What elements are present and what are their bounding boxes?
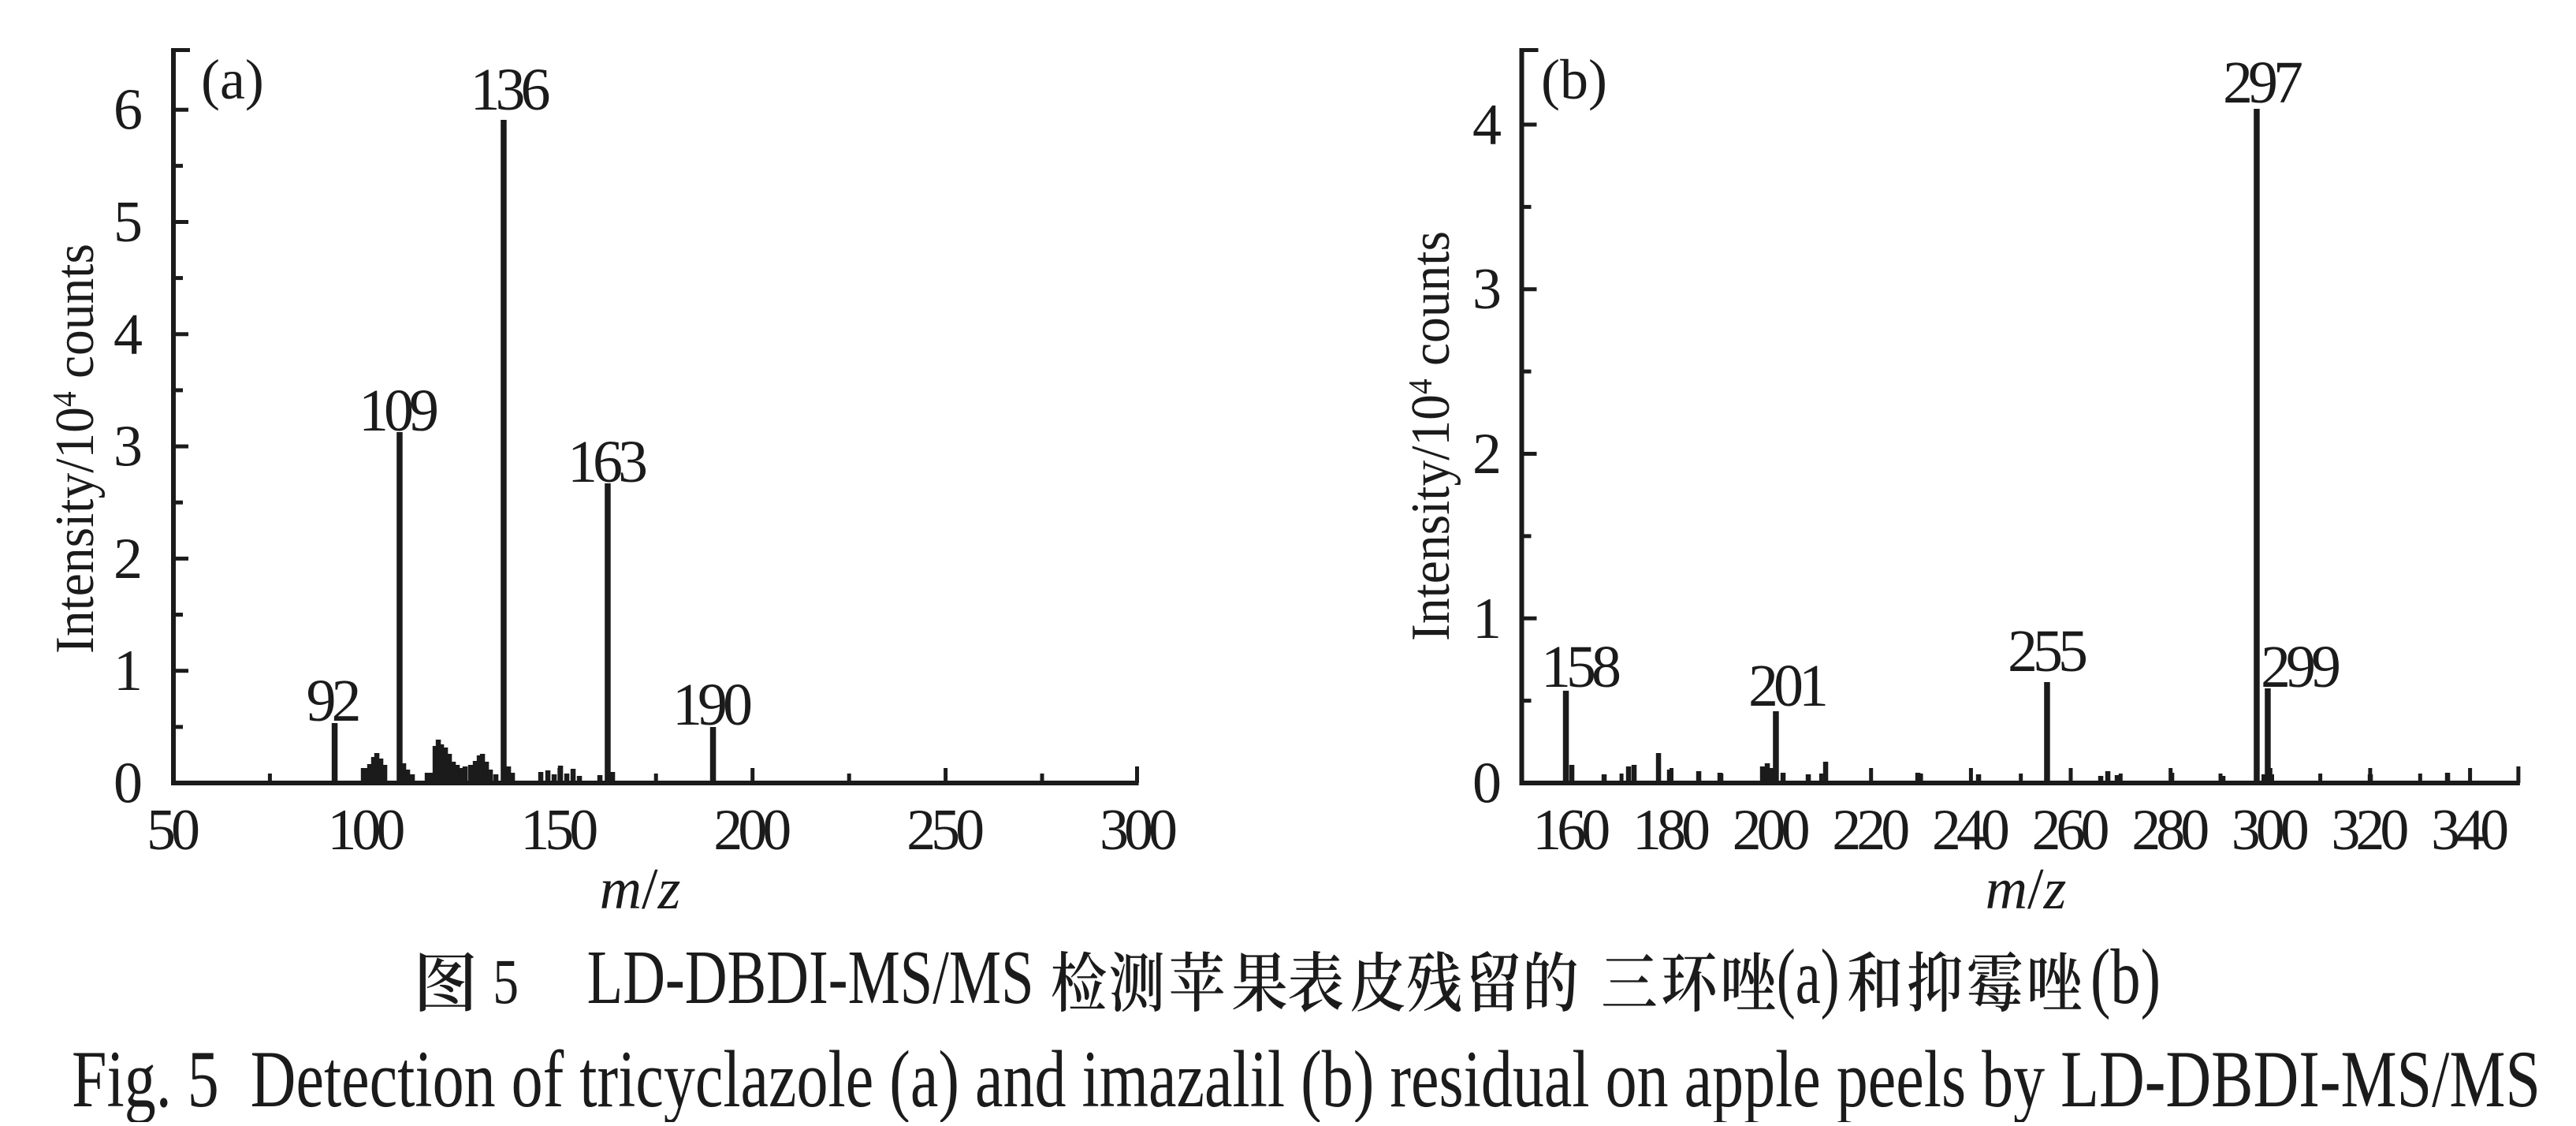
svg-text:2: 2: [114, 527, 143, 591]
svg-text:m/z: m/z: [1986, 857, 2067, 922]
svg-text:240: 240: [1932, 798, 2008, 863]
svg-text:3: 3: [1472, 257, 1502, 322]
svg-text:180: 180: [1632, 798, 1709, 863]
svg-text:4: 4: [114, 302, 143, 367]
svg-text:300: 300: [1100, 798, 1176, 863]
svg-text:1: 1: [1472, 587, 1502, 651]
svg-text:Intensity/104 counts: Intensity/104 counts: [1401, 231, 1461, 641]
svg-text:2: 2: [1472, 422, 1502, 487]
svg-text:(b): (b): [1541, 48, 1607, 111]
svg-text:320: 320: [2331, 798, 2407, 863]
svg-text:92: 92: [307, 668, 359, 734]
svg-text:109: 109: [359, 378, 437, 444]
svg-text:5: 5: [493, 946, 519, 1018]
svg-text:3: 3: [114, 415, 143, 479]
svg-text:158: 158: [1541, 634, 1620, 700]
svg-text:160: 160: [1532, 798, 1609, 863]
svg-text:250: 250: [906, 798, 983, 863]
svg-text:220: 220: [1832, 798, 1908, 863]
svg-text:Intensity/104 counts: Intensity/104 counts: [45, 244, 106, 654]
svg-text:(b): (b): [2090, 933, 2161, 1020]
svg-text:(a): (a): [1777, 933, 1840, 1020]
svg-text:0: 0: [114, 751, 143, 816]
svg-text:136: 136: [471, 57, 549, 123]
svg-text:200: 200: [713, 798, 790, 863]
svg-text:100: 100: [327, 798, 404, 863]
svg-text:163: 163: [568, 429, 646, 495]
svg-text:190: 190: [672, 672, 751, 738]
svg-text:Fig. 5 Detection of tricyclaz: Fig. 5 Detection of tricyclazole (a) and…: [72, 1035, 2541, 1122]
svg-text:150: 150: [520, 798, 597, 863]
svg-text:50: 50: [147, 798, 199, 863]
svg-text:260: 260: [2032, 798, 2109, 863]
svg-text:297: 297: [2223, 50, 2302, 116]
svg-text:m/z: m/z: [600, 857, 681, 922]
svg-text:0: 0: [1472, 751, 1502, 816]
svg-text:1: 1: [114, 639, 143, 703]
svg-text:299: 299: [2261, 634, 2339, 700]
svg-text:280: 280: [2131, 798, 2208, 863]
svg-text:201: 201: [1748, 653, 1826, 719]
svg-text:5: 5: [114, 190, 143, 255]
svg-text:4: 4: [1472, 93, 1502, 158]
svg-text:340: 340: [2431, 798, 2507, 863]
svg-text:300: 300: [2232, 798, 2308, 863]
svg-text:LD-DBDI-MS/MS: LD-DBDI-MS/MS: [587, 935, 1034, 1020]
svg-text:255: 255: [2008, 618, 2086, 684]
svg-text:200: 200: [1733, 798, 1809, 863]
svg-text:(a): (a): [201, 48, 264, 111]
svg-text:6: 6: [114, 78, 143, 143]
